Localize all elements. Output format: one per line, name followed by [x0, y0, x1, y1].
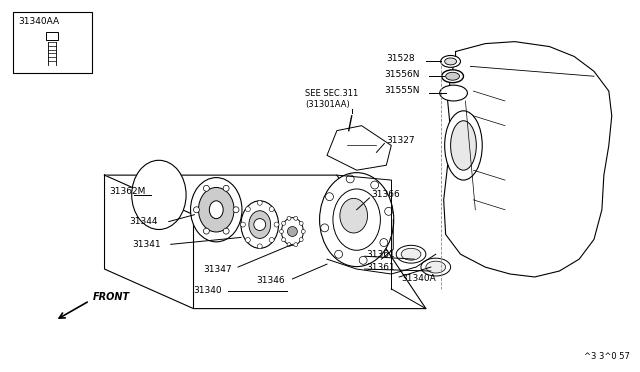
Circle shape	[233, 207, 239, 213]
Circle shape	[287, 217, 291, 220]
Ellipse shape	[442, 70, 463, 83]
Text: SEE SEC.311: SEE SEC.311	[305, 89, 358, 97]
Ellipse shape	[401, 248, 421, 260]
Circle shape	[274, 222, 279, 227]
Ellipse shape	[241, 201, 278, 248]
Text: 31346: 31346	[256, 276, 284, 285]
Text: 31340AA: 31340AA	[19, 17, 60, 26]
Text: 31340A: 31340A	[401, 275, 436, 283]
Ellipse shape	[396, 245, 426, 263]
Ellipse shape	[445, 58, 456, 65]
Circle shape	[254, 219, 266, 231]
Ellipse shape	[319, 173, 394, 267]
Circle shape	[223, 185, 229, 191]
Ellipse shape	[441, 55, 461, 67]
Text: 31347: 31347	[204, 264, 232, 273]
Circle shape	[335, 250, 342, 258]
Circle shape	[359, 256, 367, 264]
Ellipse shape	[249, 211, 271, 238]
Circle shape	[204, 228, 209, 234]
Circle shape	[282, 238, 285, 241]
Circle shape	[193, 207, 200, 213]
Ellipse shape	[451, 121, 476, 170]
Polygon shape	[104, 175, 193, 309]
Polygon shape	[104, 175, 426, 309]
Text: FRONT: FRONT	[93, 292, 130, 302]
Ellipse shape	[421, 258, 451, 276]
Circle shape	[380, 238, 388, 247]
Text: 31555N: 31555N	[385, 86, 420, 94]
Polygon shape	[444, 42, 612, 277]
Circle shape	[280, 230, 284, 234]
Ellipse shape	[426, 261, 445, 273]
Circle shape	[204, 185, 209, 191]
Text: 31340: 31340	[193, 286, 222, 295]
Circle shape	[245, 207, 250, 212]
Ellipse shape	[440, 85, 467, 101]
Ellipse shape	[333, 189, 380, 250]
Polygon shape	[327, 126, 391, 170]
Ellipse shape	[209, 201, 223, 219]
Ellipse shape	[191, 177, 242, 242]
Bar	[13, 12, 92, 73]
Ellipse shape	[445, 111, 483, 180]
Text: 31556N: 31556N	[385, 70, 420, 79]
Bar	[46, 32, 58, 40]
Ellipse shape	[198, 187, 234, 232]
Ellipse shape	[282, 218, 303, 245]
Circle shape	[300, 221, 303, 225]
Ellipse shape	[445, 72, 460, 80]
Circle shape	[241, 222, 245, 227]
Text: 31327: 31327	[387, 136, 415, 145]
Text: 31528: 31528	[387, 54, 415, 63]
Circle shape	[294, 243, 298, 247]
Text: 31366: 31366	[371, 190, 400, 199]
Text: 31341: 31341	[132, 240, 161, 249]
Ellipse shape	[340, 198, 367, 233]
Circle shape	[269, 207, 274, 212]
Circle shape	[282, 221, 285, 225]
Circle shape	[245, 237, 250, 243]
Circle shape	[223, 228, 229, 234]
Circle shape	[287, 227, 298, 237]
Circle shape	[346, 175, 354, 183]
Circle shape	[269, 237, 274, 243]
Text: ^3 3^0 57: ^3 3^0 57	[584, 352, 630, 360]
Circle shape	[300, 238, 303, 241]
Circle shape	[257, 244, 262, 249]
Text: 31361: 31361	[367, 250, 396, 259]
Text: 31361: 31361	[367, 263, 396, 272]
Text: (31301AA): (31301AA)	[305, 100, 350, 109]
Circle shape	[294, 217, 298, 220]
Circle shape	[301, 230, 305, 234]
Text: 31344: 31344	[129, 217, 157, 226]
Circle shape	[257, 201, 262, 205]
Circle shape	[287, 243, 291, 247]
Circle shape	[321, 224, 328, 232]
Circle shape	[371, 181, 379, 189]
Ellipse shape	[132, 160, 186, 230]
Circle shape	[326, 193, 333, 201]
Text: 31362M: 31362M	[109, 187, 146, 196]
Circle shape	[385, 208, 392, 215]
